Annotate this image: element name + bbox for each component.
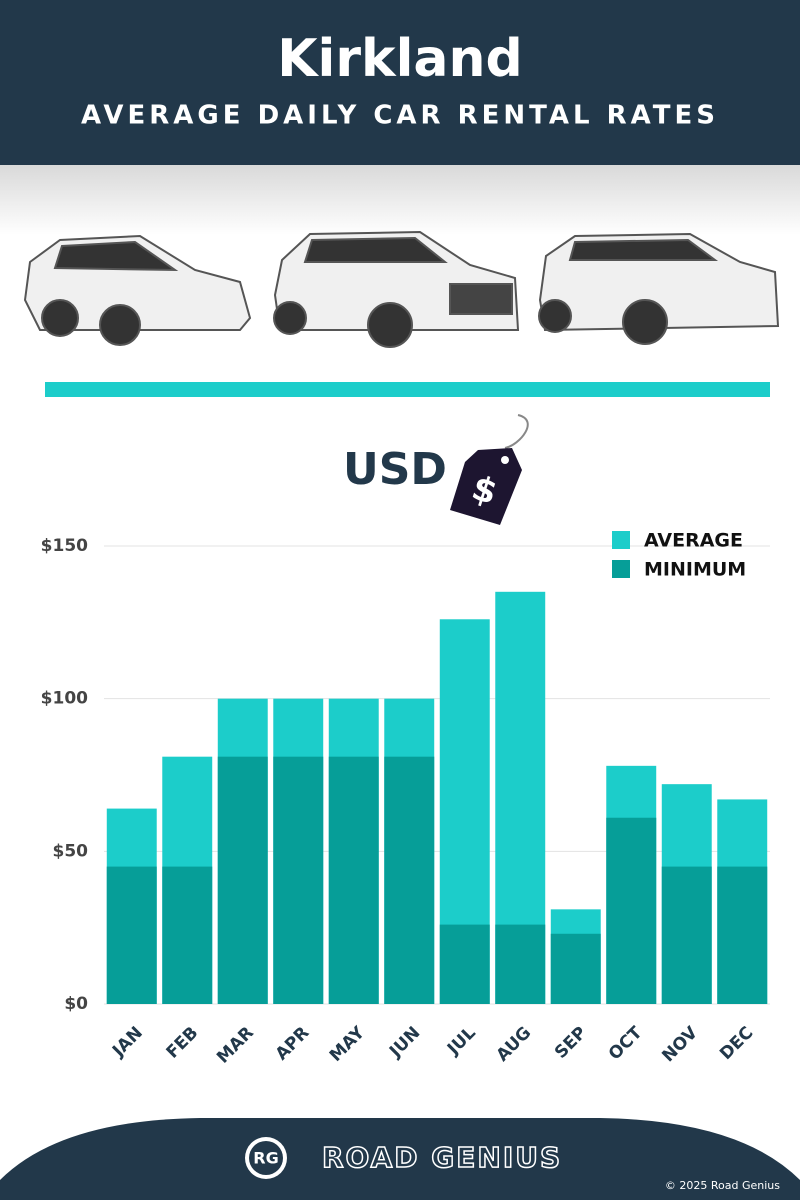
bar	[550, 933, 601, 1004]
logo: RG	[253, 1149, 278, 1168]
bar	[106, 866, 157, 1004]
legend-label: MINIMUM	[644, 559, 746, 581]
y-tick-label: $0	[64, 994, 88, 1014]
bar	[717, 866, 768, 1004]
tag-string	[504, 414, 529, 449]
subtitle: AVERAGE DAILY CAR RENTAL RATES	[81, 101, 719, 131]
tag	[450, 448, 522, 525]
bar	[162, 866, 213, 1004]
y-tick-label: $100	[41, 689, 88, 709]
y-tick-label: $150	[41, 536, 88, 556]
currency-label: USD	[343, 444, 447, 495]
header	[0, 0, 800, 165]
legend-swatch	[612, 531, 630, 549]
legend-swatch	[612, 560, 630, 578]
bar	[328, 756, 379, 1004]
logo-disc	[249, 1141, 283, 1175]
divider	[45, 382, 770, 397]
car	[538, 232, 780, 345]
bar	[606, 817, 657, 1004]
y-tick-label: $50	[53, 841, 89, 861]
bar	[384, 756, 435, 1004]
car	[273, 230, 520, 348]
price-tag: $	[450, 414, 529, 525]
legend-label: AVERAGE	[644, 530, 743, 552]
bar	[495, 924, 546, 1004]
brand: ROAD GENIUS	[322, 1141, 562, 1174]
cars	[23, 230, 780, 348]
bar	[439, 924, 490, 1004]
bar	[661, 866, 712, 1004]
bar	[217, 756, 268, 1004]
tag-hole	[501, 456, 509, 464]
footer	[0, 1118, 800, 1200]
copyright: © 2025 Road Genius	[665, 1179, 780, 1192]
title: Kirkland	[277, 29, 523, 89]
bar	[273, 756, 324, 1004]
car	[23, 234, 252, 346]
